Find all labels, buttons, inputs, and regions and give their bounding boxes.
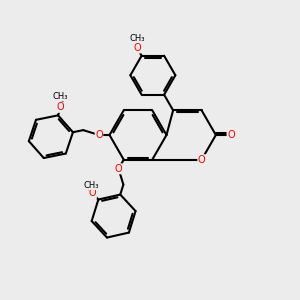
Text: CH₃: CH₃ xyxy=(83,181,99,190)
Text: O: O xyxy=(115,164,122,174)
Text: CH₃: CH₃ xyxy=(52,92,68,101)
Text: O: O xyxy=(227,130,235,140)
Text: O: O xyxy=(198,155,206,165)
Text: CH₃: CH₃ xyxy=(129,34,145,43)
Text: O: O xyxy=(89,188,96,198)
Text: O: O xyxy=(133,43,141,53)
Text: O: O xyxy=(95,130,103,140)
Text: O: O xyxy=(57,102,64,112)
